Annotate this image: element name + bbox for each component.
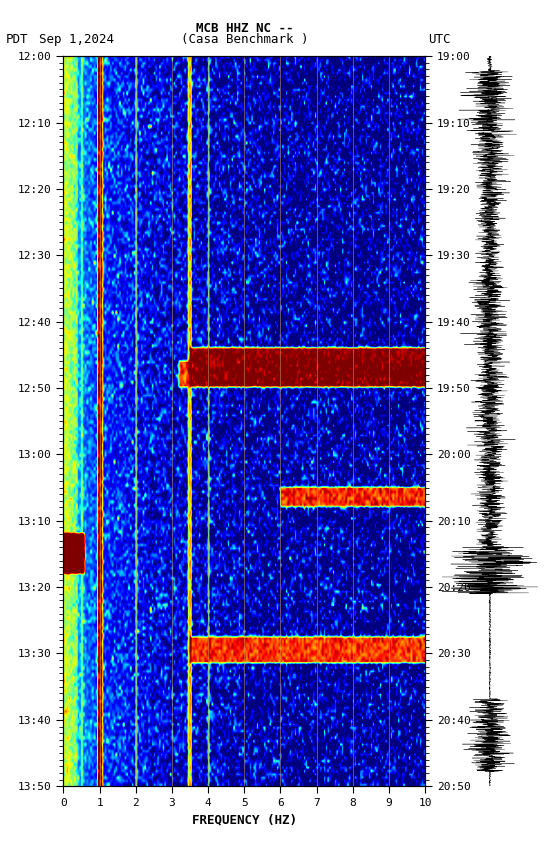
Text: Sep 1,2024: Sep 1,2024 (39, 33, 114, 46)
Text: (Casa Benchmark ): (Casa Benchmark ) (181, 33, 308, 46)
Text: MCB HHZ NC --: MCB HHZ NC -- (195, 22, 293, 35)
Text: PDT: PDT (6, 33, 28, 46)
X-axis label: FREQUENCY (HZ): FREQUENCY (HZ) (192, 814, 297, 827)
Text: UTC: UTC (428, 33, 450, 46)
